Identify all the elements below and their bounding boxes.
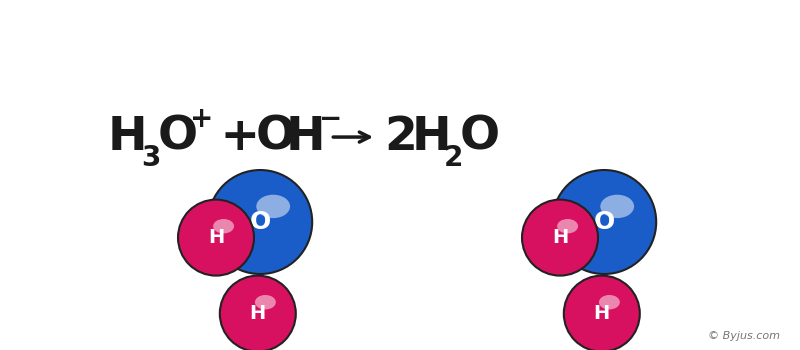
Ellipse shape [220,275,296,350]
Text: H: H [108,114,148,160]
Text: H: H [552,228,568,247]
Ellipse shape [256,195,290,218]
Text: H: H [594,304,610,323]
Text: H: H [286,114,326,160]
Text: −: − [319,105,342,133]
Ellipse shape [208,170,312,274]
Text: +: + [190,105,213,133]
Text: +: + [204,114,277,160]
Text: O: O [594,210,615,234]
Ellipse shape [552,170,656,274]
Ellipse shape [522,199,598,275]
Ellipse shape [178,199,254,275]
Text: H: H [250,304,266,323]
Ellipse shape [599,295,620,309]
Text: NEUTRALIZATION: NEUTRALIZATION [210,8,590,46]
Ellipse shape [255,295,276,309]
Text: O: O [250,210,271,234]
Text: 2: 2 [384,114,417,160]
Text: O: O [256,114,296,160]
Ellipse shape [600,195,634,218]
Text: H: H [412,114,452,160]
Text: O: O [158,114,198,160]
Text: H: H [208,228,224,247]
Ellipse shape [564,275,640,350]
Ellipse shape [213,219,234,233]
Text: 3: 3 [142,144,161,172]
Text: 2: 2 [444,144,463,172]
Text: O: O [460,114,500,160]
Text: © Byjus.com: © Byjus.com [708,331,780,341]
Ellipse shape [557,219,578,233]
